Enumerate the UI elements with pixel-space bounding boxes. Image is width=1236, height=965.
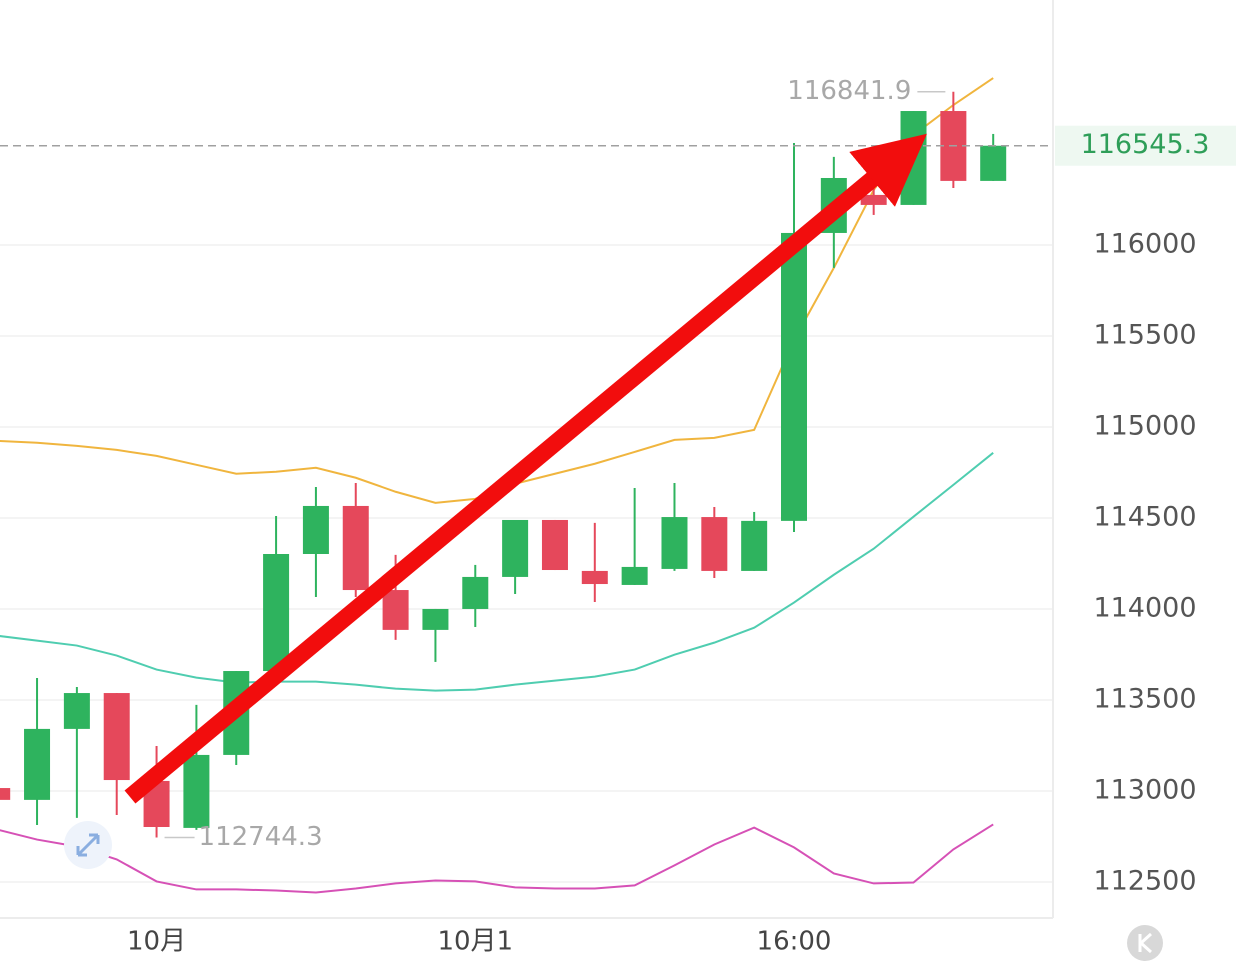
candle-body <box>581 570 608 585</box>
x-tick-label: 10月 <box>127 927 186 957</box>
candle-body <box>621 566 648 585</box>
y-tick-label: 114500 <box>1093 501 1196 532</box>
low-label: 112744.3 <box>199 822 323 852</box>
candle-body <box>24 728 51 800</box>
candle-body <box>741 520 768 571</box>
plot-area <box>0 77 1007 894</box>
candle-body <box>980 145 1007 181</box>
y-tick-label: 115500 <box>1093 319 1196 350</box>
expand-icon <box>64 821 112 869</box>
x-tick-label: 10月1 <box>437 927 513 957</box>
candle-body <box>462 576 489 609</box>
candle-body <box>422 608 449 630</box>
band-line <box>0 77 994 504</box>
y-tick-label: 113000 <box>1093 774 1196 805</box>
candle-body <box>781 232 807 521</box>
candle-body <box>302 505 329 555</box>
candle-body <box>183 754 210 828</box>
y-tick-label: 115000 <box>1093 410 1196 441</box>
candle-body <box>661 517 688 569</box>
candle-body <box>541 519 568 571</box>
candle-body <box>701 517 728 571</box>
candle-body <box>0 788 11 800</box>
trend-arrow <box>124 133 927 804</box>
price-badge <box>1055 125 1236 166</box>
k-icon <box>1127 925 1163 961</box>
band-line <box>0 823 994 894</box>
price-label: 116545.3 <box>1081 129 1210 160</box>
y-tick-label: 114000 <box>1093 592 1196 623</box>
y-tick-label: 113500 <box>1093 683 1196 714</box>
y-tick-label: 112500 <box>1093 865 1196 896</box>
grid <box>0 244 1053 883</box>
candle-body <box>63 693 90 729</box>
candle-body <box>502 519 529 577</box>
high-label: 116841.9 <box>787 76 911 106</box>
candle-body <box>342 505 369 591</box>
x-tick-label: 16:00 <box>757 927 832 957</box>
candle-body <box>103 693 130 781</box>
candle-body <box>382 590 409 630</box>
y-tick-label: 116000 <box>1093 228 1196 259</box>
band-line <box>0 452 994 692</box>
candle-body <box>263 554 290 672</box>
